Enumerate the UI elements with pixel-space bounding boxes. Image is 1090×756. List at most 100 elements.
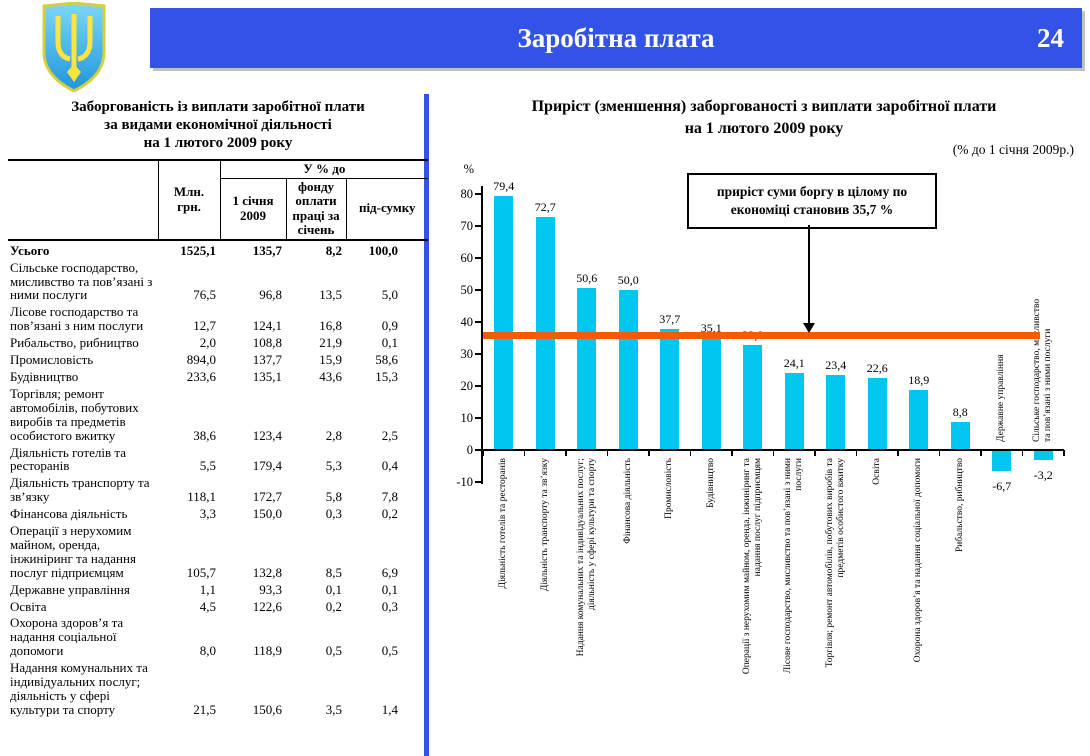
chart-panel: Приріст (зменшення) заборгованості з вип… (440, 88, 1088, 756)
row-value-jan: 150,0 (252, 506, 282, 522)
chart-bar (950, 421, 970, 450)
row-value-total: 0,4 (381, 458, 399, 474)
category-label-line: Освіта (871, 458, 882, 485)
y-tick-label: 60 (460, 251, 474, 265)
arrears-table-body: Усього 1525,1 135,7 8,2 100,0 Сільське господ… (8, 240, 428, 717)
chart-subtitle: (% до 1 січня 2009р.) (952, 142, 1074, 157)
row-value-mln: 8,0 (199, 643, 216, 659)
category-label-line: надання послуг підприємцям (752, 458, 763, 577)
x-axis-tick (814, 450, 816, 456)
y-axis-tick (475, 417, 481, 419)
row-value-jan: 118,9 (253, 643, 282, 659)
category-label-line: Охорона здоров’я та надання соціальної д… (913, 458, 924, 663)
table-row: Охорона здоров’я та надання соціальної д… (8, 613, 428, 658)
table-row: Усього 1525,1 135,7 8,2 100,0 (8, 240, 428, 258)
row-label: Діяльність транспорту та зв’язку (10, 475, 150, 505)
row-value-mln: 21,5 (193, 701, 216, 717)
annotation-arrow-head-icon (803, 323, 815, 333)
table-title-line-2: за видами економічної діяльності (104, 117, 332, 133)
category-label-line: Державне управління (996, 354, 1007, 442)
y-tick-label: -10 (456, 475, 473, 489)
table-row: Рибальство, рибництво 2,0 108,8 21,9 0,1 (8, 333, 428, 350)
category-label: Фінансова діяльність (623, 458, 634, 743)
row-value-fund: 16,8 (319, 318, 342, 334)
chart-bar (743, 345, 763, 450)
chart-title-line-1: Приріст (зменшення) заборгованості з вип… (531, 98, 997, 115)
table-row: Діяльність транспорту та зв’язку 118,1 172… (8, 473, 428, 504)
category-label: Рибальство, рибництво (955, 458, 966, 743)
x-axis-tick (565, 450, 567, 456)
category-label: Торгівля; ремонт автомобілів, побутових … (825, 458, 847, 743)
row-label: Рибальство, рибництво (10, 335, 139, 351)
row-label: Усього (10, 242, 50, 258)
col-header-mln: Млн. грн. (158, 159, 221, 241)
row-value-fund: 8,5 (325, 564, 342, 580)
row-label: Сільське господарство, мисливство та пов… (10, 259, 153, 303)
row-value-jan: 96,8 (259, 287, 282, 303)
row-value-fund: 2,8 (325, 427, 342, 443)
y-tick-label: 40 (460, 315, 474, 329)
x-axis-tick (731, 450, 733, 456)
row-value-mln: 4,5 (199, 598, 216, 614)
x-axis-tick (523, 450, 525, 456)
y-tick-label: 50 (460, 283, 474, 297)
category-label-line: Лісове господарство, мисливство та пов’я… (783, 458, 794, 674)
chart-title-line-2: на 1 лютого 2009 року (684, 120, 844, 137)
annotation-arrow (808, 225, 810, 324)
category-label: Промисловість (664, 458, 675, 743)
header-bar: Заробітна плата 24 (150, 8, 1082, 68)
row-value-total: 0,1 (381, 581, 399, 597)
reference-line (483, 332, 1040, 340)
x-axis-tick (938, 450, 940, 456)
y-axis-tick (475, 257, 481, 259)
row-label: Державне управління (10, 581, 130, 597)
category-label-line: Сільське господарство, мисливство (1032, 298, 1043, 442)
category-label: Надання комунальних та індивідуальних по… (576, 458, 598, 743)
chart-bar (494, 195, 514, 450)
y-axis-tick (475, 449, 481, 451)
row-value-total: 100,0 (368, 242, 399, 258)
category-label-line: Операції з нерухомим майном, оренда, інж… (741, 458, 752, 675)
chart-bar (867, 377, 887, 450)
category-label: Охорона здоров’я та надання соціальної д… (913, 458, 924, 743)
row-value-total: 1,4 (381, 701, 399, 717)
category-label-line: та пов’язані з ними послуги (1043, 328, 1054, 442)
x-axis-tick (897, 450, 899, 456)
row-value-fund: 21,9 (319, 335, 342, 351)
row-value-jan: 135,7 (252, 242, 282, 258)
y-tick-label: 30 (460, 347, 474, 361)
row-value-fund: 13,5 (319, 287, 342, 303)
category-label: Будівництво (706, 458, 717, 743)
row-value-fund: 0,3 (325, 506, 342, 522)
row-value-mln: 2,0 (199, 335, 216, 351)
ukraine-coat-of-arms-icon (42, 2, 106, 92)
category-label: Лісове господарство, мисливство та пов’я… (783, 458, 805, 743)
x-axis-tick (1063, 450, 1065, 456)
row-value-jan: 150,6 (252, 701, 282, 717)
row-value-mln: 76,5 (193, 287, 216, 303)
category-label: Операції з нерухомим майном, оренда, інж… (742, 458, 764, 743)
row-value-mln: 894,0 (186, 352, 216, 368)
x-axis-tick (648, 450, 650, 456)
bar-value-label: 35,1 (700, 320, 722, 335)
table-row: Лісове господарство та пов’язані з ним п… (8, 302, 428, 333)
col-header-activity (8, 159, 159, 241)
row-value-fund: 5,3 (325, 458, 342, 474)
category-label-line: Фінансова діяльність (622, 458, 633, 544)
table-row: Промисловість 894,0 137,7 15,9 58,6 (8, 350, 428, 367)
annotation-line-1: приріст суми боргу в цілому по (716, 184, 908, 199)
category-label: Сільське господарство, мисливство та пов’… (1032, 157, 1054, 442)
category-label-line: Діяльність транспорту та зв’язку (539, 458, 550, 592)
row-value-total: 5,0 (381, 287, 399, 303)
x-axis-tick (980, 450, 982, 456)
row-value-mln: 12,7 (193, 318, 216, 334)
category-label-line: Будівництво (705, 458, 716, 508)
row-label: Лісове господарство та пов’язані з ним п… (10, 304, 144, 334)
chart-bar (1033, 450, 1053, 461)
y-tick-label: 20 (460, 379, 474, 393)
y-axis-tick (475, 481, 481, 483)
category-label: Діяльність готелів та ресторанів (498, 458, 509, 743)
table-row: Діяльність готелів та ресторанів 5,5 179,4… (8, 443, 428, 474)
bar-value-label: -3,2 (1033, 468, 1053, 483)
row-value-total: 7,8 (381, 489, 399, 505)
